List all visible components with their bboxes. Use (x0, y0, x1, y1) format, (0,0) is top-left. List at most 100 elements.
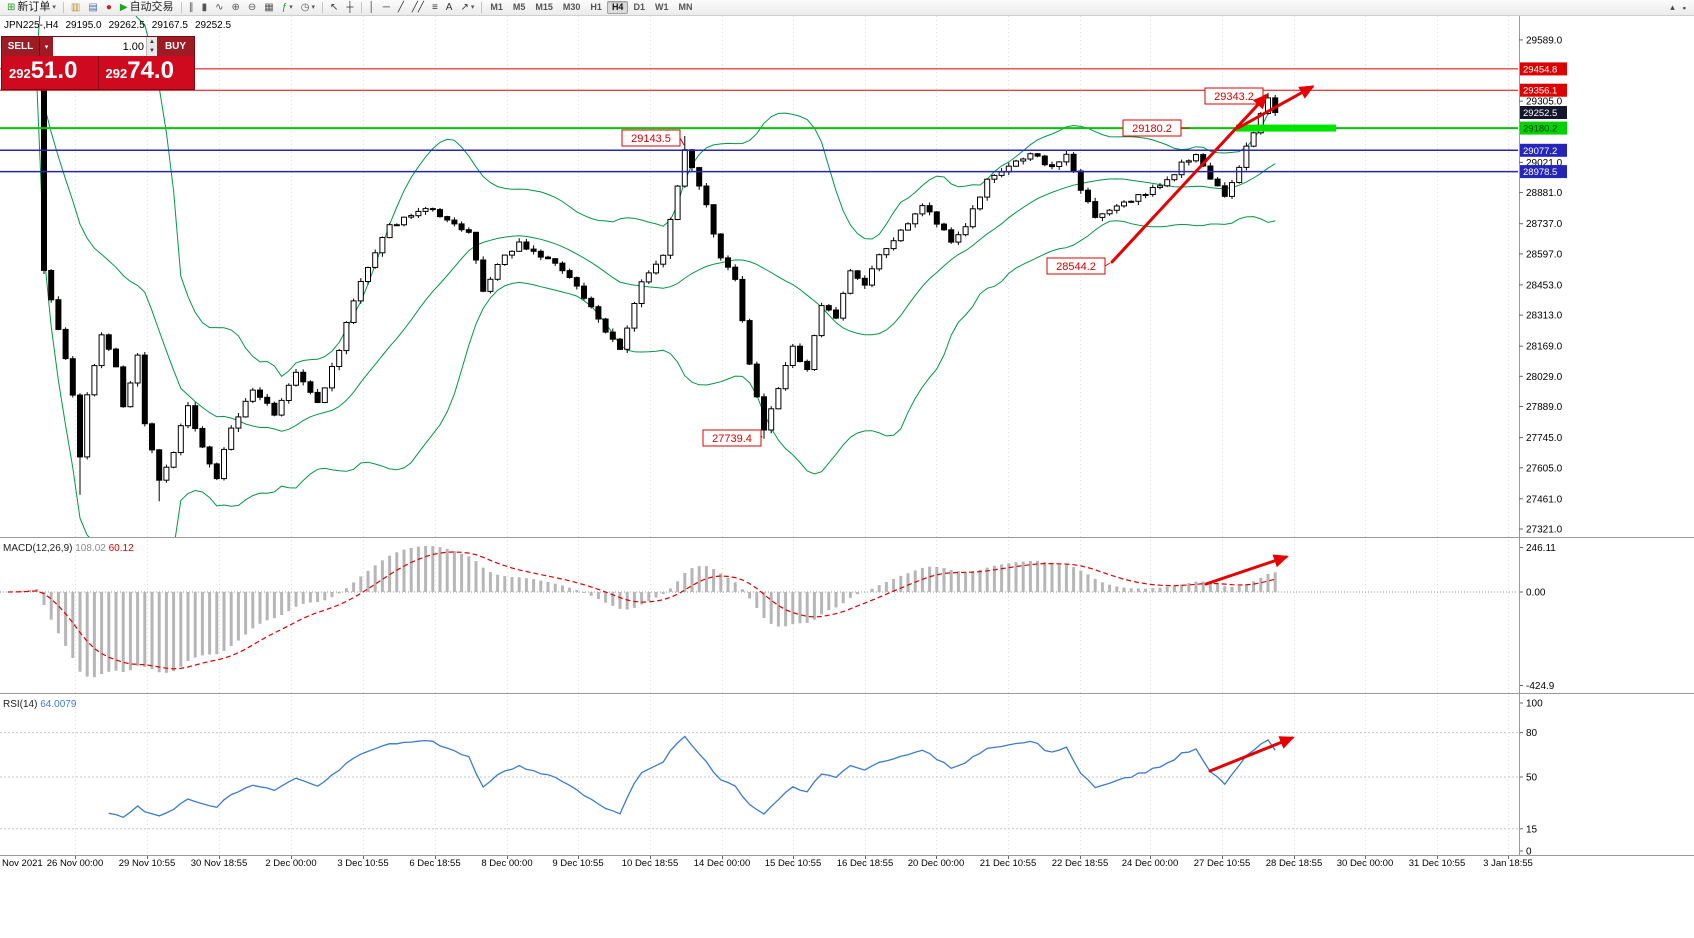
svg-text:27745.0: 27745.0 (1526, 433, 1563, 444)
svg-text:29077.2: 29077.2 (1523, 146, 1557, 157)
svg-text:-424.9: -424.9 (1526, 681, 1555, 692)
timeframe-m15-button[interactable]: M15 (530, 1, 558, 14)
volume-dropdown-caret-icon[interactable]: ▾ (39, 37, 53, 56)
timeframe-h4-button[interactable]: H4 (606, 1, 629, 14)
svg-text:29252.5: 29252.5 (1523, 108, 1557, 119)
low-value: 29167.5 (151, 20, 188, 31)
caret-down-icon: ▾ (52, 4, 56, 11)
sell-price-button[interactable]: 292 51.0 (2, 56, 98, 89)
stop-button[interactable]: ● (102, 1, 116, 15)
svg-text:28029.0: 28029.0 (1526, 372, 1563, 383)
svg-text:27889.0: 27889.0 (1526, 402, 1563, 413)
line-chart-button[interactable]: ∿ (211, 1, 227, 15)
crosshair-icon: ┼ (346, 1, 354, 13)
chart-window-icon: ▥ (70, 1, 81, 13)
channel-button[interactable]: ╱╱ (408, 1, 428, 15)
cursor-arrow-icon: ↖ (330, 1, 339, 13)
svg-text:28169.0: 28169.0 (1526, 342, 1563, 353)
trend-arrows[interactable] (1110, 85, 1315, 773)
zoom-in-icon: ⊕ (231, 1, 240, 13)
svg-text:27 Dec 10:55: 27 Dec 10:55 (1194, 858, 1251, 869)
svg-text:16 Dec 18:55: 16 Dec 18:55 (837, 858, 894, 869)
svg-text:14 Dec 00:00: 14 Dec 00:00 (694, 858, 751, 869)
timeframe-h1-button[interactable]: H1 (585, 1, 607, 14)
close-value: 29252.5 (194, 20, 232, 31)
svg-text:3 Dec 10:55: 3 Dec 10:55 (337, 858, 388, 869)
svg-text:30 Nov 18:55: 30 Nov 18:55 (191, 858, 248, 869)
buy-price-big: 74.0 (127, 57, 174, 84)
trendline-icon: ╱ (397, 1, 404, 13)
charts-window-button[interactable]: ▥ (67, 1, 84, 15)
svg-text:28978.5: 28978.5 (1523, 167, 1557, 178)
timeframe-d1-button[interactable]: D1 (628, 1, 650, 14)
new-order-button[interactable]: ⊞ 新订单 ▾ (3, 1, 60, 15)
cursor-button[interactable]: ↖ (326, 1, 342, 15)
volume-down-button[interactable]: ▼ (146, 46, 157, 56)
horizontal-line-button[interactable]: ─ (379, 1, 394, 15)
fibonacci-button[interactable]: ≡ (428, 1, 442, 15)
macd-indicator: MACD(12,26,9) 108.02 60.12 246.11 0.00 -424… (0, 543, 1556, 692)
trendline-button[interactable]: ╱ (394, 1, 408, 15)
toolbar-separator (180, 2, 182, 13)
auto-trading-button[interactable]: ▶ 自动交易 (116, 1, 178, 15)
arrows-button[interactable]: ↗ ▾ (456, 1, 478, 15)
record-dot-icon: ● (105, 1, 112, 13)
zoom-out-button[interactable]: ⊖ (244, 1, 260, 15)
time-axis[interactable]: Nov 2021 26 Nov 00:00 29 Nov 10:55 30 Nov 1… (2, 856, 1533, 869)
dock-icon[interactable]: ▪ (1682, 2, 1686, 13)
volume-up-button[interactable]: ▲ (146, 37, 157, 47)
svg-text:29343.2: 29343.2 (1214, 91, 1254, 103)
profiles-button[interactable]: ▤ (84, 1, 101, 15)
svg-text:28453.0: 28453.0 (1526, 280, 1563, 291)
trade-panel-prices: 292 51.0 292 74.0 (2, 56, 194, 89)
rsi-indicator: RSI(14) 64.0079 100 80 50 15 0 (0, 699, 1543, 858)
svg-text:9 Dec 10:55: 9 Dec 10:55 (552, 858, 603, 869)
periods-button[interactable]: ◷ ▾ (297, 1, 319, 15)
candle-chart-button[interactable]: ▮ (198, 1, 212, 15)
sell-button[interactable]: SELL (2, 37, 39, 56)
svg-text:29143.5: 29143.5 (631, 133, 671, 145)
svg-text:10 Dec 18:55: 10 Dec 18:55 (622, 858, 679, 869)
zoom-in-button[interactable]: ⊕ (227, 1, 243, 15)
auto-trading-button-label: 自动交易 (129, 1, 174, 13)
candles (5, 59, 1279, 502)
svg-text:27739.4: 27739.4 (712, 433, 752, 445)
svg-text:2 Dec 00:00: 2 Dec 00:00 (265, 858, 316, 869)
svg-text:246.11: 246.11 (1526, 543, 1556, 554)
svg-text:29356.1: 29356.1 (1523, 86, 1557, 97)
horizontal-level-lines[interactable] (0, 68, 1518, 173)
buy-price-button[interactable]: 292 74.0 (97, 56, 194, 89)
timeframe-mn-button[interactable]: MN (673, 1, 697, 14)
symbol-period: JPN225-,H4 (4, 20, 59, 31)
svg-text:27461.0: 27461.0 (1526, 494, 1563, 505)
svg-text:3 Jan 18:55: 3 Jan 18:55 (1483, 858, 1533, 869)
macd-label: MACD(12,26,9) 108.02 60.12 (3, 543, 134, 554)
timeframe-m5-button[interactable]: M5 (508, 1, 531, 14)
svg-text:28737.0: 28737.0 (1526, 219, 1563, 230)
toolbar-separator (322, 2, 324, 13)
panel-toggle-icon[interactable]: ▴ (1670, 2, 1675, 12)
panel-separators[interactable] (0, 16, 1694, 856)
vertical-line-button[interactable]: │ (365, 1, 379, 15)
bar-chart-button[interactable]: ∥ (185, 1, 198, 15)
timeframe-m30-button[interactable]: M30 (558, 1, 586, 14)
svg-text:8 Dec 00:00: 8 Dec 00:00 (481, 858, 532, 869)
svg-text:29180.2: 29180.2 (1523, 124, 1557, 135)
arrow-objects-icon: ↗ (460, 1, 469, 13)
indicators-button[interactable]: ƒ ▾ (278, 1, 297, 15)
price-callouts[interactable]: 29143.5 29343.2 29180.2 28544.2 27739.4 (621, 87, 1269, 447)
timeframe-m1-button[interactable]: M1 (485, 1, 508, 14)
buy-button[interactable]: BUY (157, 37, 194, 56)
crosshair-button[interactable]: ┼ (342, 1, 357, 15)
price-axis[interactable]: 29589.0 29305.0 29021.0 28881.0 28737.0 28597… (1519, 35, 1563, 536)
tile-windows-button[interactable]: ▦ (260, 1, 277, 15)
timeframe-w1-button[interactable]: W1 (650, 1, 674, 14)
volume-box: ▲ ▼ (53, 37, 157, 56)
svg-text:20 Dec 00:00: 20 Dec 00:00 (908, 858, 965, 869)
horizontal-line-icon: ─ (382, 1, 390, 13)
support-zone-bar[interactable] (1236, 124, 1336, 132)
text-button[interactable]: A (442, 1, 457, 15)
volume-input[interactable] (53, 37, 146, 56)
